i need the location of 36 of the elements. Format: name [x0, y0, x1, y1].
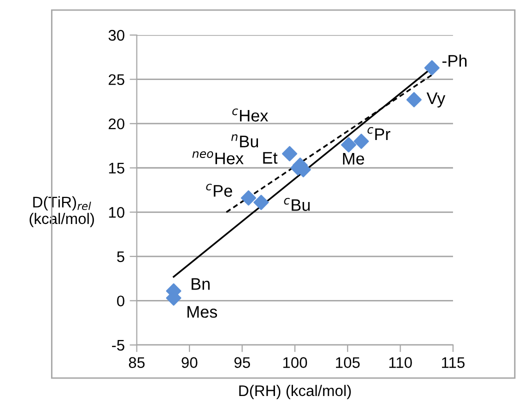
y-axis-title: D(TiR)$_{rel}$ (kcal/mol): [30, 196, 94, 228]
annotation: Et: [263, 152, 278, 164]
annotation: Mes: [188, 306, 218, 318]
y-tick-label: 20: [108, 118, 124, 130]
point: [354, 134, 369, 149]
x-tick-label: 100: [283, 357, 308, 368]
x-tick-label: 95: [234, 357, 250, 368]
annotation: Me: [343, 152, 364, 165]
x-tick-label: 115: [442, 357, 465, 368]
annotation: $^{neo}$Hex: [192, 151, 244, 164]
y-tick-label: 15: [109, 162, 124, 174]
point: [424, 60, 440, 76]
x-axis-title: D(RH) (kcal/mol): [239, 384, 351, 400]
x-tick-label: 85: [128, 357, 145, 368]
point: [282, 146, 298, 162]
y-tick-label: 0: [117, 296, 124, 306]
annotation: $^{c}$Hex: [232, 108, 268, 122]
annotation: Bn: [192, 278, 210, 290]
y-tick-label: 25: [108, 74, 124, 86]
x-tick-label: 105: [336, 357, 360, 368]
point: [406, 92, 422, 108]
annotation: $^{c}$Pr: [368, 127, 390, 140]
y-tick-label: 30: [108, 30, 124, 41]
x-tick-label: 90: [182, 357, 198, 368]
y-tick-label: 5: [117, 251, 124, 262]
annotation: -Ph: [442, 54, 467, 67]
y-tick-label: 10: [109, 207, 124, 218]
y-tick-label: -5: [112, 340, 124, 351]
annotation: $^{n}$Bu: [231, 134, 258, 148]
annotation: $^{c}$Bu: [284, 198, 310, 211]
point: [254, 194, 269, 210]
point: [341, 137, 356, 152]
annotation: Vy: [426, 92, 446, 108]
x-tick-label: 110: [389, 357, 412, 368]
annotation: $^{c}$Pe: [206, 184, 232, 197]
point: [240, 190, 256, 206]
